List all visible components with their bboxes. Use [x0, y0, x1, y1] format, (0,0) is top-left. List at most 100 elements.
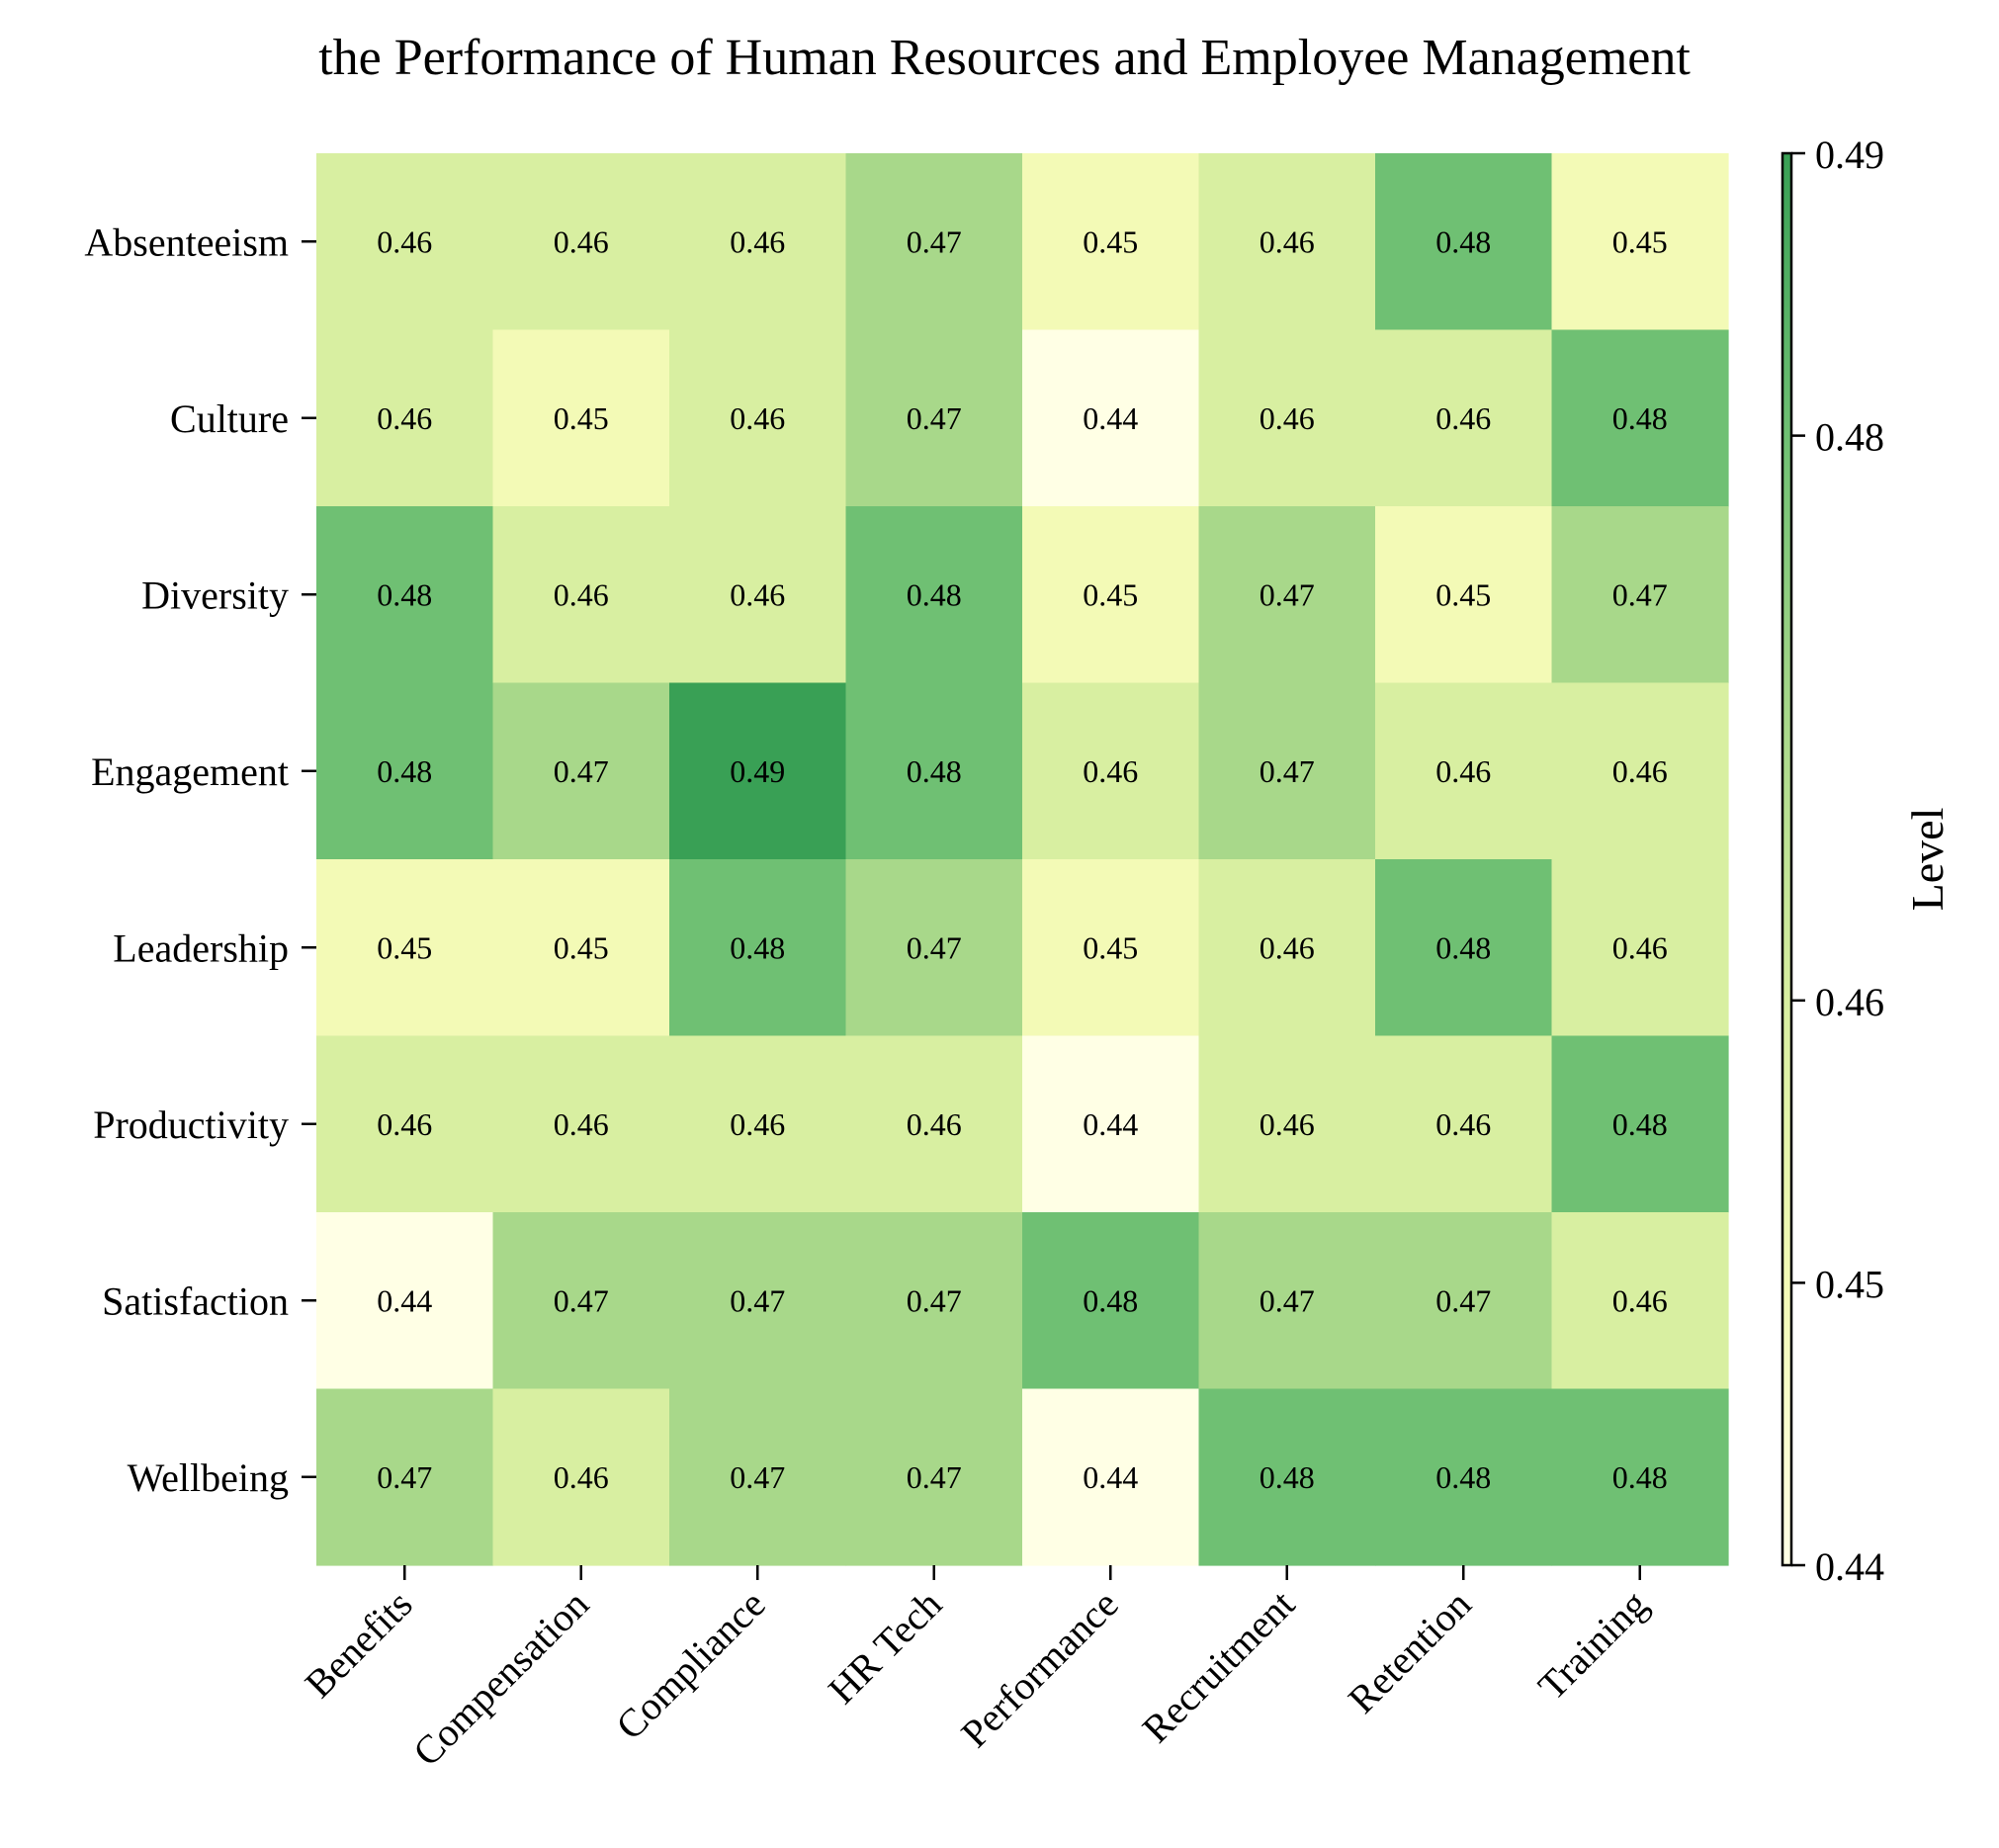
heatmap-cell [669, 506, 847, 684]
heatmap-cell [492, 682, 670, 860]
heatmap-cell [492, 329, 670, 507]
cell-value-label: 0.44 [1083, 400, 1138, 436]
cell-value-label: 0.45 [554, 400, 609, 436]
heatmap-cell [1551, 682, 1729, 860]
heatmap-cell [1022, 682, 1200, 860]
cell-value-label: 0.47 [1260, 576, 1315, 612]
heatmap-cell [1551, 1212, 1729, 1390]
cell-value-label: 0.48 [907, 576, 962, 612]
cell-value-label: 0.44 [1083, 1106, 1138, 1142]
cell-value-label: 0.46 [1612, 1282, 1668, 1318]
heatmap-cell-labels: 0.46 0.46 0.46 0.47 0.45 0.46 0.48 0.45 0.46 0.45… [377, 223, 1668, 1495]
cell-value-label: 0.46 [1260, 929, 1315, 965]
heatmap-cell [1198, 682, 1376, 860]
cell-value-label: 0.47 [907, 400, 962, 436]
heatmap-cell [669, 329, 847, 507]
colorbar-tick-label: 0.49 [1815, 132, 1884, 177]
y-axis: Absenteeism Culture Diversity Engagement Lea… [84, 220, 316, 1500]
heatmap-cell [1198, 153, 1376, 331]
cell-value-label: 0.46 [554, 1106, 609, 1142]
cell-value-label: 0.47 [377, 1459, 432, 1495]
cell-value-label: 0.48 [730, 929, 785, 965]
cell-value-label: 0.48 [1083, 1282, 1138, 1318]
heatmap-cell [316, 329, 494, 507]
colorbar-tick-label: 0.48 [1815, 415, 1884, 460]
heatmap-cell [1022, 1035, 1200, 1213]
y-tick-label: Diversity [141, 572, 289, 617]
heatmap-cell [845, 329, 1023, 507]
cell-value-label: 0.46 [730, 223, 785, 259]
heatmap-cell [669, 859, 847, 1037]
cell-value-label: 0.48 [1612, 1106, 1668, 1142]
heatmap-cell [1198, 1212, 1376, 1390]
heatmap-cell [845, 1388, 1023, 1566]
cell-value-label: 0.46 [1083, 753, 1138, 789]
heatmap-cell [1022, 153, 1200, 331]
y-tick-label: Absenteeism [84, 220, 289, 264]
heatmap-cell [1022, 329, 1200, 507]
x-tick-label: Benefits [297, 1582, 421, 1707]
heatmap-cell [1551, 859, 1729, 1037]
cell-value-label: 0.45 [554, 929, 609, 965]
heatmap-cell [669, 1212, 847, 1390]
cell-value-label: 0.48 [377, 576, 432, 612]
heatmap-cell [1375, 1035, 1553, 1213]
cell-value-label: 0.45 [1083, 929, 1138, 965]
y-tick-label: Wellbeing [128, 1455, 289, 1500]
cell-value-label: 0.46 [907, 1106, 962, 1142]
cell-value-label: 0.47 [730, 1459, 785, 1495]
cell-value-label: 0.44 [377, 1282, 432, 1318]
heatmap-cell [316, 1212, 494, 1390]
heatmap-cell [669, 153, 847, 331]
heatmap-cell [669, 682, 847, 860]
heatmap-cell [1551, 329, 1729, 507]
heatmap-cell [1198, 1388, 1376, 1566]
cell-value-label: 0.46 [554, 223, 609, 259]
heatmap-cell [1375, 153, 1553, 331]
cell-value-label: 0.46 [1260, 223, 1315, 259]
x-tick-label: Retention [1340, 1582, 1480, 1722]
heatmap-cells [316, 153, 1729, 1566]
cell-value-label: 0.47 [554, 753, 609, 789]
heatmap-cell [492, 1388, 670, 1566]
cell-value-label: 0.47 [1612, 576, 1668, 612]
heatmap-cell [1198, 506, 1376, 684]
cell-value-label: 0.45 [1083, 223, 1138, 259]
cell-value-label: 0.45 [1083, 576, 1138, 612]
heatmap-cell [845, 859, 1023, 1037]
colorbar-tick-label: 0.44 [1815, 1544, 1884, 1589]
heatmap-cell [316, 1035, 494, 1213]
cell-value-label: 0.45 [1612, 223, 1668, 259]
heatmap-cell [1551, 1035, 1729, 1213]
cell-value-label: 0.45 [1435, 576, 1491, 612]
y-tick-label: Culture [170, 396, 289, 441]
heatmap-cell [492, 1212, 670, 1390]
heatmap-cell [492, 153, 670, 331]
cell-value-label: 0.46 [730, 576, 785, 612]
heatmap-cell [1022, 1388, 1200, 1566]
heatmap-cell [492, 859, 670, 1037]
cell-value-label: 0.48 [1435, 1459, 1491, 1495]
heatmap-cell [1375, 329, 1553, 507]
cell-value-label: 0.47 [1435, 1282, 1491, 1318]
cell-value-label: 0.48 [377, 753, 432, 789]
heatmap-cell [845, 1212, 1023, 1390]
cell-value-label: 0.46 [1260, 400, 1315, 436]
heatmap-cell [1022, 506, 1200, 684]
heatmap-cell [492, 506, 670, 684]
heatmap-cell [845, 1035, 1023, 1213]
colorbar-label: Level [1902, 808, 1953, 912]
heatmap-cell [316, 506, 494, 684]
heatmap-cell [1375, 1388, 1553, 1566]
heatmap-cell [492, 1035, 670, 1213]
cell-value-label: 0.46 [1612, 753, 1668, 789]
heatmap-cell [316, 682, 494, 860]
y-tick-label: Productivity [93, 1102, 289, 1147]
heatmap-cell [845, 506, 1023, 684]
cell-value-label: 0.47 [907, 1459, 962, 1495]
cell-value-label: 0.48 [1612, 400, 1668, 436]
heatmap-cell [1022, 859, 1200, 1037]
heatmap-cell [1551, 153, 1729, 331]
